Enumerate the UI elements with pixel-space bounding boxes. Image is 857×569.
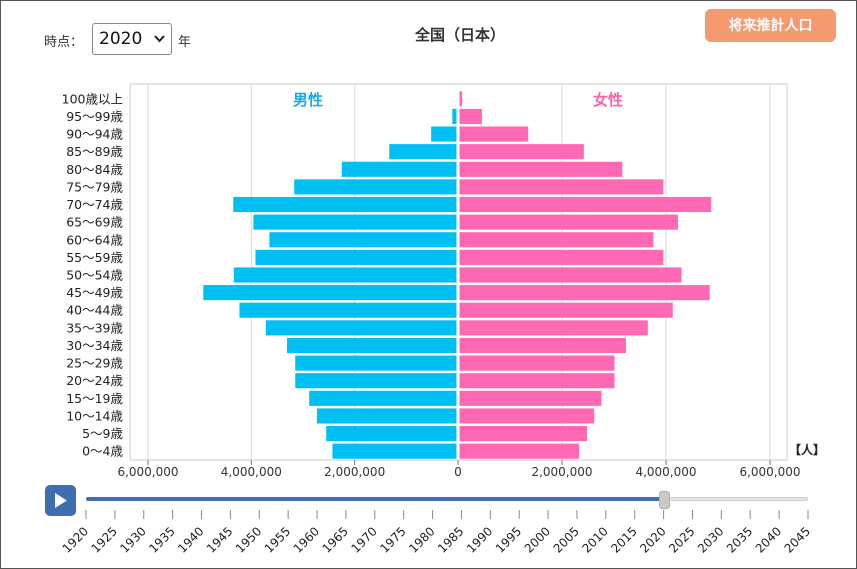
population-pyramid-chart: 6,000,000 4,000,000 2,000,000 0 2,000,000 4,0… [62, 83, 825, 479]
bar-male [431, 126, 457, 142]
bar-female [459, 302, 673, 318]
bar-male [332, 443, 457, 459]
bar-female [459, 91, 463, 107]
age-group-label: 60〜64歳 [66, 232, 123, 247]
bar-male [316, 408, 457, 424]
bar-male [233, 196, 457, 213]
age-group-label: 15〜19歳 [66, 391, 123, 406]
x-tick-label: 4,000,000 [221, 465, 282, 479]
play-button[interactable] [45, 485, 76, 516]
age-group-label: 55〜59歳 [66, 250, 123, 265]
bar-female [459, 249, 664, 265]
bar-male [389, 144, 457, 160]
bar-female [459, 232, 654, 248]
x-tick-label: 0 [454, 465, 462, 479]
age-group-label: 10〜14歳 [66, 408, 123, 423]
bar-male [452, 108, 457, 124]
plot-area [129, 83, 788, 461]
bar-female [459, 426, 587, 442]
play-icon [55, 493, 67, 508]
unit-label: 【人】 [789, 442, 825, 457]
age-group-label: 85〜89歳 [66, 144, 123, 159]
age-group-label: 5〜9歳 [82, 426, 123, 441]
bar-female [459, 408, 595, 424]
bar-female [459, 126, 529, 142]
age-group-label: 35〜39歳 [66, 320, 123, 335]
age-group-label: 90〜94歳 [66, 127, 123, 142]
bar-female [459, 161, 623, 177]
bar-female [459, 373, 615, 389]
bar-male [341, 161, 457, 177]
x-tick-label: 2,000,000 [531, 465, 592, 479]
projection-button[interactable]: 将来推計人口 [705, 9, 836, 42]
age-group-label: 45〜49歳 [66, 285, 123, 300]
bar-female [459, 355, 615, 371]
bar-female [459, 443, 580, 459]
legend-female: 女性 [593, 91, 623, 109]
timeline-slider-fill [86, 497, 664, 501]
chart-title: 全国（日本） [414, 26, 505, 44]
bar-male [295, 355, 457, 371]
bar-female [459, 337, 626, 354]
bar-male [294, 179, 457, 195]
bar-male [239, 302, 457, 318]
bar-male [253, 214, 457, 230]
age-group-label: 30〜34歳 [66, 338, 123, 353]
age-group-label: 95〜99歳 [66, 109, 123, 124]
year-select[interactable]: 2020 [92, 23, 172, 55]
bar-male [265, 320, 457, 336]
bar-male [295, 373, 457, 389]
age-group-label: 75〜79歳 [66, 179, 123, 194]
year-select-value: 2020 [99, 29, 143, 49]
bar-male [269, 232, 457, 248]
age-group-label: 25〜29歳 [66, 356, 123, 371]
bar-female [459, 320, 648, 336]
age-group-label: 100歳以上 [62, 91, 123, 106]
x-tick-label: 6,000,000 [117, 465, 178, 479]
x-tick-label: 2,000,000 [324, 465, 385, 479]
bar-male [286, 337, 457, 354]
bar-female [459, 179, 664, 195]
x-tick-label: 4,000,000 [635, 465, 696, 479]
bar-female [459, 196, 712, 213]
year-unit-label: 年 [178, 35, 192, 50]
bar-female [459, 390, 602, 406]
age-group-label: 50〜54歳 [66, 268, 123, 283]
bar-male [255, 249, 457, 265]
age-group-label: 20〜24歳 [66, 373, 123, 388]
age-group-label: 40〜44歳 [66, 303, 123, 318]
bar-female [459, 267, 682, 283]
bar-female [459, 144, 584, 160]
bar-female [459, 214, 678, 230]
bar-male [233, 267, 457, 283]
bar-male [203, 285, 457, 301]
chevron-down-icon [154, 24, 165, 66]
age-group-label: 65〜69歳 [66, 215, 123, 230]
period-label: 時点： [44, 35, 84, 50]
bar-female [459, 108, 482, 124]
bar-male [326, 426, 457, 442]
age-group-label: 0〜4歳 [82, 444, 123, 459]
bar-female [459, 285, 710, 301]
bar-male [309, 390, 457, 406]
age-group-label: 80〜84歳 [66, 162, 123, 177]
x-tick-label: 6,000,000 [739, 465, 800, 479]
timeline-slider-handle[interactable] [658, 491, 670, 509]
legend-male: 男性 [293, 91, 323, 109]
age-group-label: 70〜74歳 [66, 197, 123, 212]
